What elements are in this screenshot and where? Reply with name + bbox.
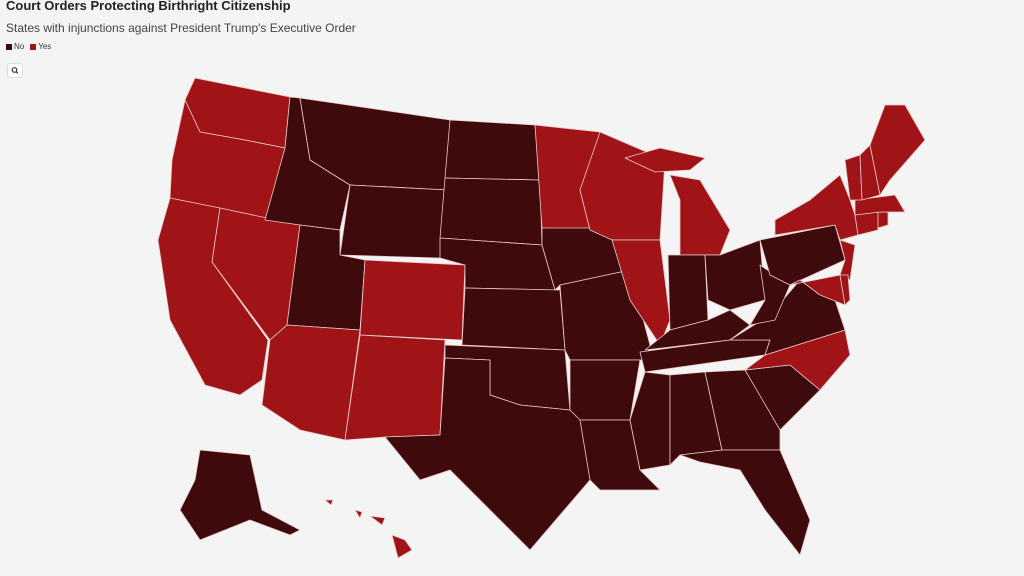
state [789,274,846,306]
legend-swatch [6,43,12,50]
state [359,259,466,341]
search-button[interactable] [7,63,23,78]
legend-item: Yes [30,42,51,51]
state [679,449,811,556]
state [667,254,709,331]
state [611,239,671,346]
title: Court Orders Protecting Birthright Citiz… [6,0,291,13]
state [624,147,706,173]
legend-item: No [6,42,24,51]
state [877,211,889,229]
state [324,499,334,506]
state [339,184,449,259]
state [569,359,641,421]
state [384,357,591,551]
legend-label: No [14,42,25,51]
state [839,274,851,306]
state [854,211,879,236]
state [759,224,846,286]
legend: No Yes [6,42,51,51]
state [854,194,906,216]
state [354,509,363,519]
state [461,287,566,351]
state [669,174,731,256]
state [439,177,543,246]
state [261,324,361,441]
state [369,515,386,526]
search-icon [11,67,19,74]
state [344,334,446,441]
legend-swatch [30,43,37,50]
state [869,104,926,196]
state [391,534,413,559]
legend-label: Yes [38,42,52,51]
state [444,119,541,181]
state [179,449,301,541]
subtitle: States with injunctions against Presiden… [6,21,356,35]
